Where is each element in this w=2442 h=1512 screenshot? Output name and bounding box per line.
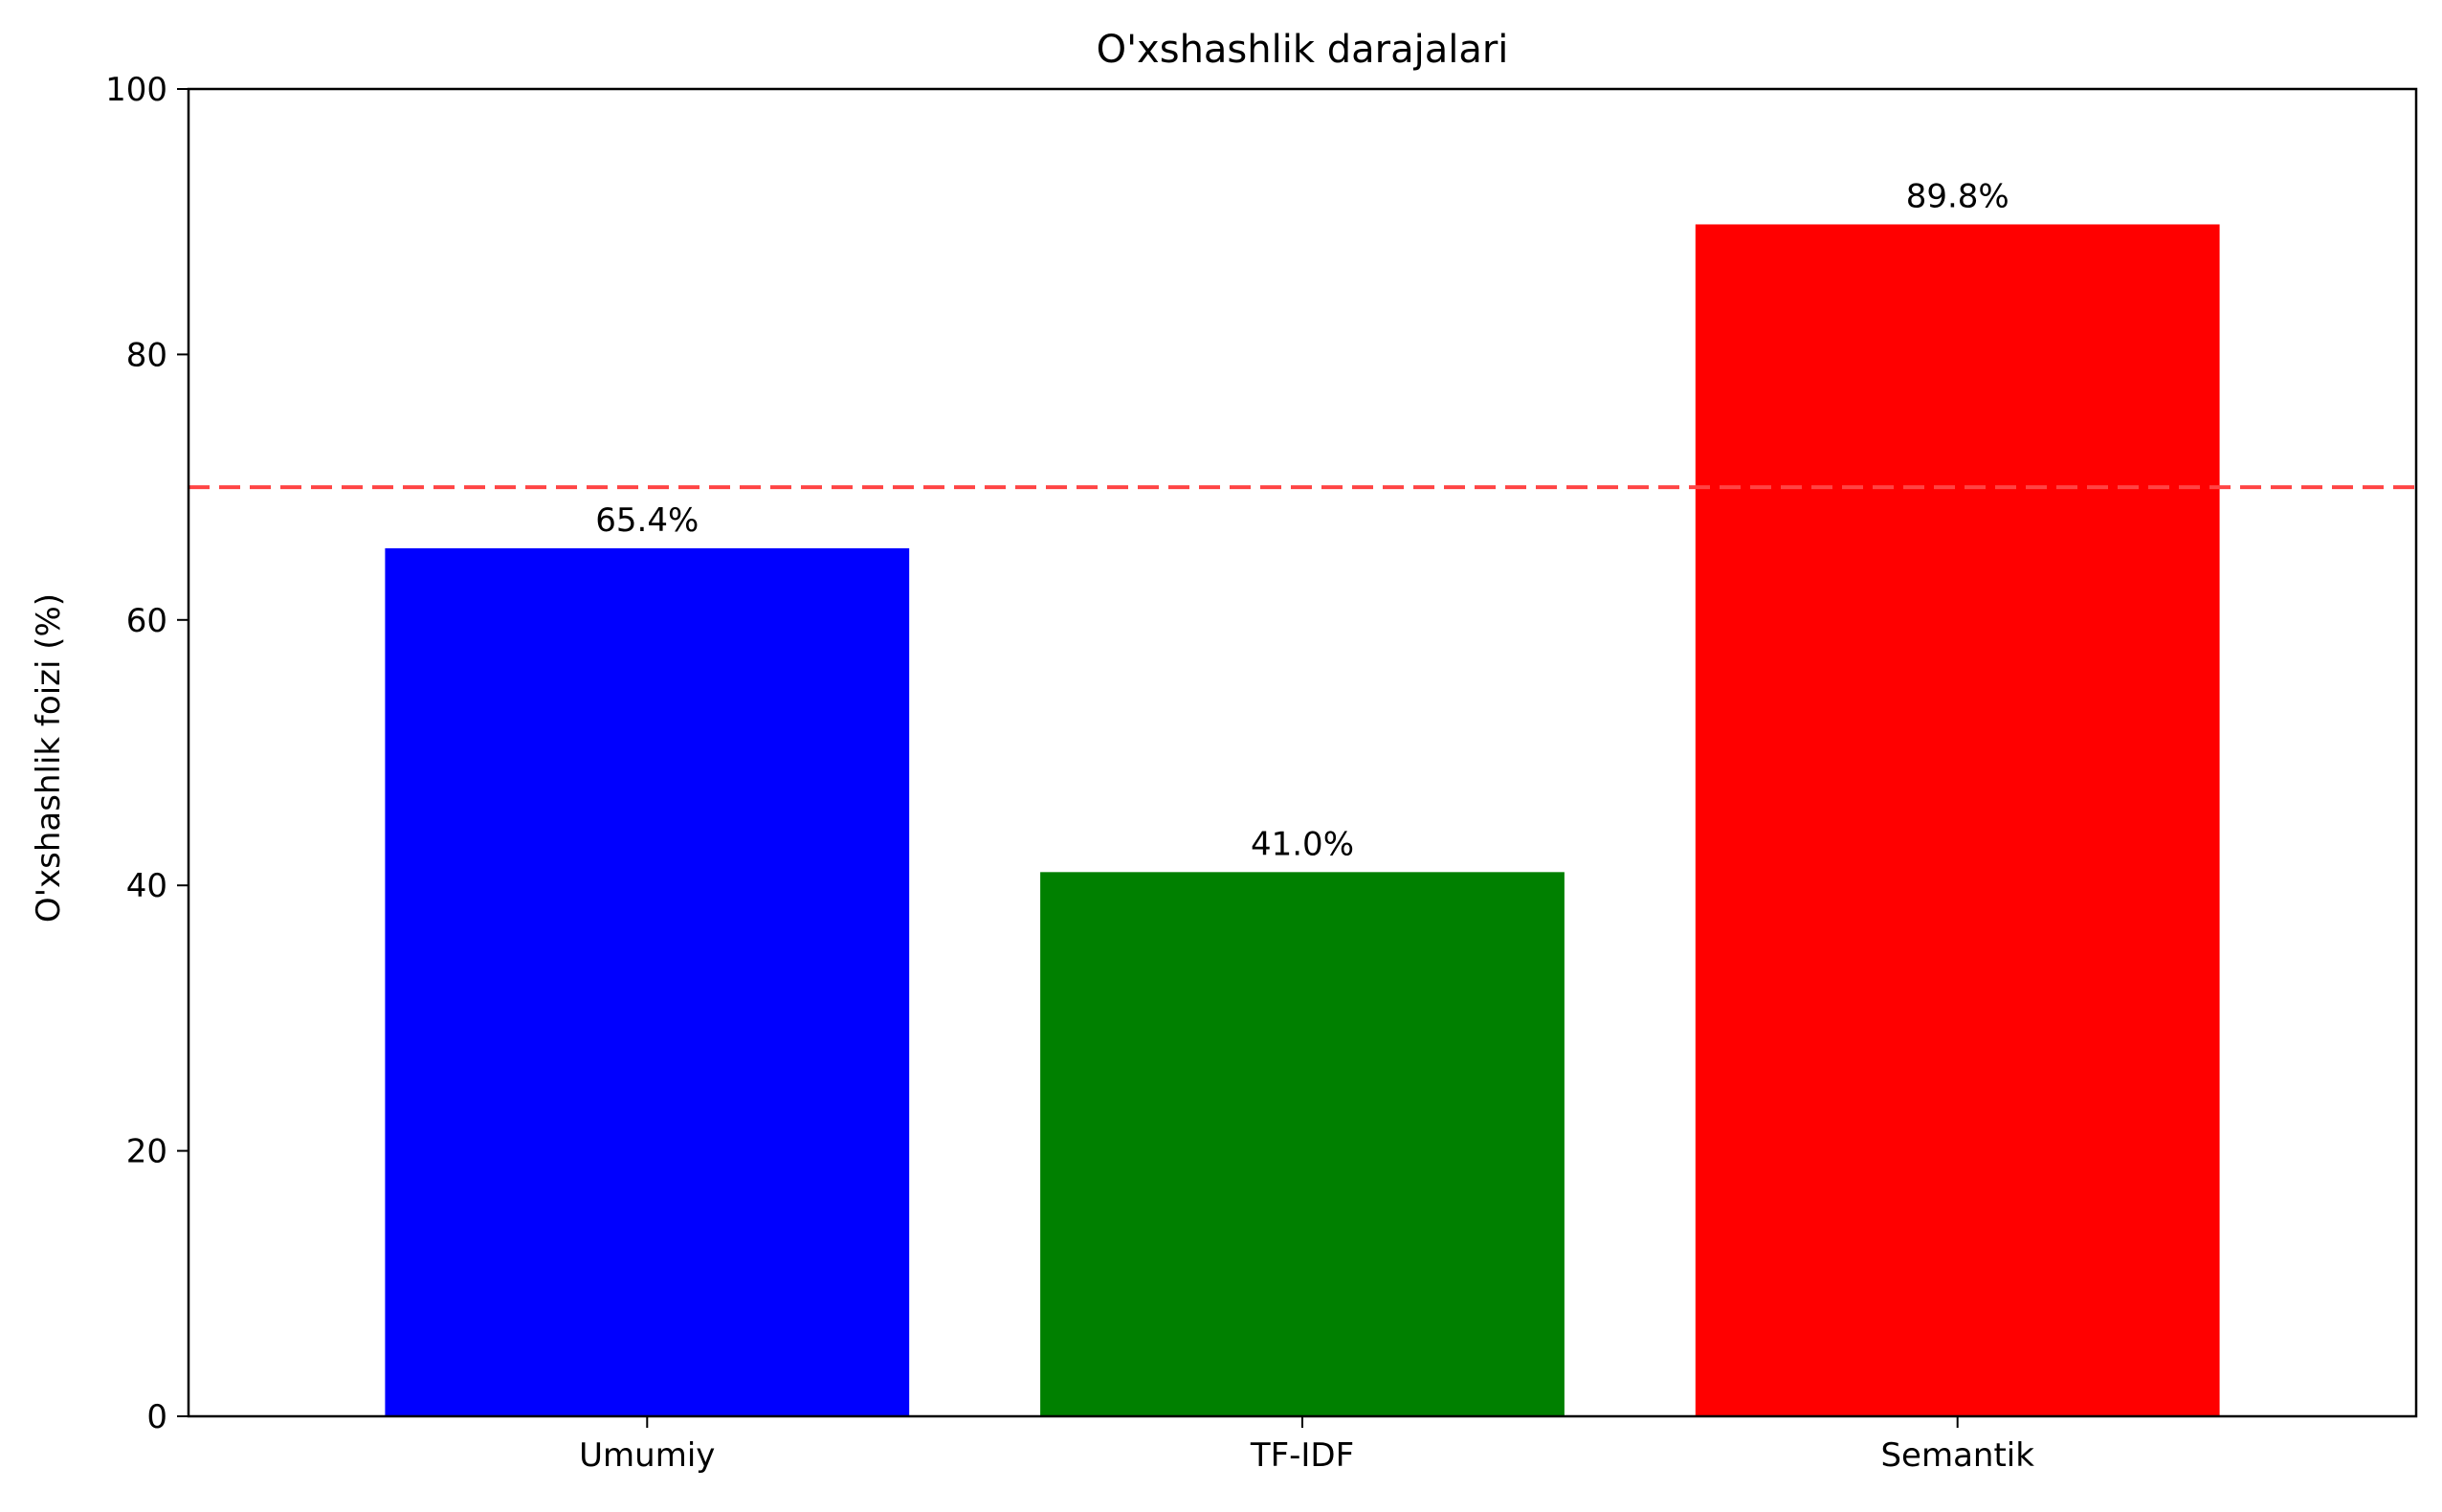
bar-umumiy <box>385 547 910 1416</box>
y-tick-label: 0 <box>146 1398 167 1436</box>
data-label: 41.0% <box>1251 825 1354 863</box>
x-tick-label: TF-IDF <box>1250 1436 1354 1475</box>
bar-tf-idf <box>1040 872 1565 1416</box>
data-labels-group: 65.4% 41.0% 89.8% <box>595 177 2009 863</box>
x-tick-label: Semantik <box>1880 1436 2034 1475</box>
y-tick-label: 40 <box>126 867 167 905</box>
bar-semantik <box>1695 224 2220 1416</box>
y-tick-label: 80 <box>126 336 167 374</box>
data-label: 89.8% <box>1906 177 2009 215</box>
x-axis: Umumiy TF-IDF Semantik <box>579 1416 2034 1475</box>
bars-group <box>385 224 2220 1416</box>
chart-title: O'xshashlik darajalari <box>1097 28 1509 72</box>
plot-frame <box>187 87 2418 1418</box>
y-axis-label: O'xshashlik foizi (%) <box>30 593 68 923</box>
data-label: 65.4% <box>595 501 699 540</box>
y-tick-label: 60 <box>126 602 167 640</box>
y-axis: 0 20 40 60 80 100 <box>105 71 189 1436</box>
x-tick-label: Umumiy <box>579 1436 715 1475</box>
y-tick-label: 100 <box>105 71 167 109</box>
y-tick-label: 20 <box>126 1133 167 1171</box>
